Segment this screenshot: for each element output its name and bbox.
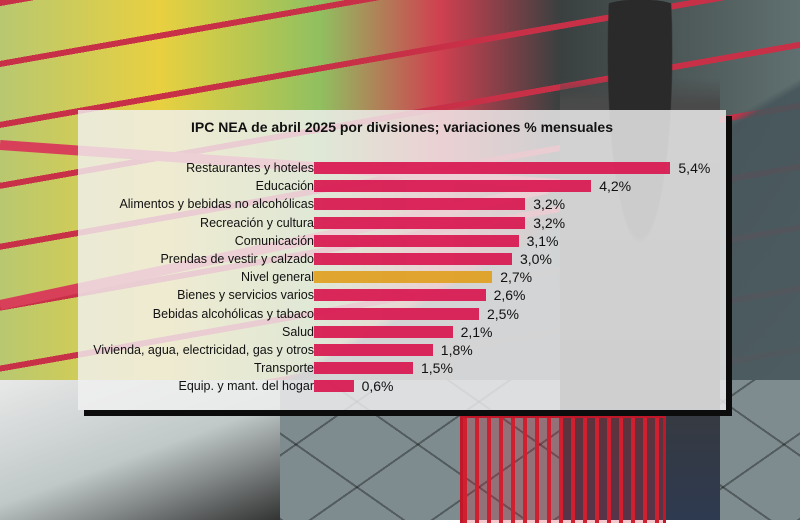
bar-row: Educación 4,2% xyxy=(78,178,726,196)
value-label: 3,1% xyxy=(526,232,559,249)
bar-row: Salud 2,1% xyxy=(78,324,726,342)
category-label: Educación xyxy=(255,179,314,194)
bar xyxy=(314,216,526,229)
category-label: Restaurantes y hoteles xyxy=(186,161,314,175)
bar xyxy=(314,234,519,247)
bar xyxy=(314,289,486,302)
bar xyxy=(314,180,592,193)
bar xyxy=(314,380,354,393)
category-label: Transporte xyxy=(254,361,314,376)
category-label: Comunicación xyxy=(234,233,314,248)
bar-row: Alimentos y bebidas no alcohólicas 3,2% xyxy=(78,196,726,214)
value-label: 4,2% xyxy=(599,178,632,195)
chart-title: IPC NEA de abril 2025 por divisiones; va… xyxy=(191,119,613,135)
bar xyxy=(314,162,671,174)
category-label: Bebidas alcohólicas y tabaco xyxy=(152,306,314,321)
bar-row: Nivel general 2,7% xyxy=(78,269,726,287)
value-label: 2,7% xyxy=(500,269,533,286)
category-label: Alimentos y bebidas no alcohólicas xyxy=(119,197,314,212)
value-label: 3,2% xyxy=(533,196,566,213)
bar-row: Bienes y servicios varios 2,6% xyxy=(78,287,726,305)
value-label: 1,8% xyxy=(440,341,473,358)
value-label: 2,6% xyxy=(493,287,526,304)
category-label: Prendas de vestir y calzado xyxy=(160,251,314,266)
category-label: Salud xyxy=(282,324,314,339)
bar-row: Vivienda, agua, electricidad, gas y otro… xyxy=(78,342,726,360)
bar-row: Recreación y cultura 3,2% xyxy=(78,215,726,233)
category-label: Recreación y cultura xyxy=(200,215,314,230)
bar-row: Prendas de vestir y calzado 3,0% xyxy=(78,251,726,269)
bar xyxy=(314,307,479,320)
category-label: Vivienda, agua, electricidad, gas y otro… xyxy=(93,342,314,357)
bar-highlight xyxy=(314,271,493,284)
bar xyxy=(314,325,453,338)
bar-row: Restaurantes y hoteles 5,4% xyxy=(78,160,726,178)
bar xyxy=(314,343,433,356)
shopping-basket xyxy=(460,415,666,523)
bar xyxy=(314,252,512,265)
value-label: 5,4% xyxy=(678,160,711,176)
value-label: 2,5% xyxy=(487,305,519,322)
value-label: 1,5% xyxy=(421,360,453,377)
value-label: 3,0% xyxy=(520,250,552,267)
bar-rows: Restaurantes y hoteles 5,4% Educación 4,2% A… xyxy=(78,160,726,396)
value-label: 0,6% xyxy=(361,378,394,395)
value-label: 3,2% xyxy=(533,214,566,231)
chart-panel: IPC NEA de abril 2025 por divisiones; va… xyxy=(78,110,726,410)
category-label: Nivel general xyxy=(241,270,314,285)
bar xyxy=(314,362,413,375)
category-label: Bienes y servicios varios xyxy=(177,288,314,303)
bar-row: Transporte 1,5% xyxy=(78,360,726,378)
bar-row: Bebidas alcohólicas y tabaco 2,5% xyxy=(78,306,726,324)
bar-row: Equip. y mant. del hogar 0,6% xyxy=(78,378,726,396)
value-label: 2,1% xyxy=(460,323,493,340)
bar-row: Comunicación 3,1% xyxy=(78,233,726,251)
category-label: Equip. y mant. del hogar xyxy=(178,379,315,394)
bar xyxy=(314,198,526,211)
